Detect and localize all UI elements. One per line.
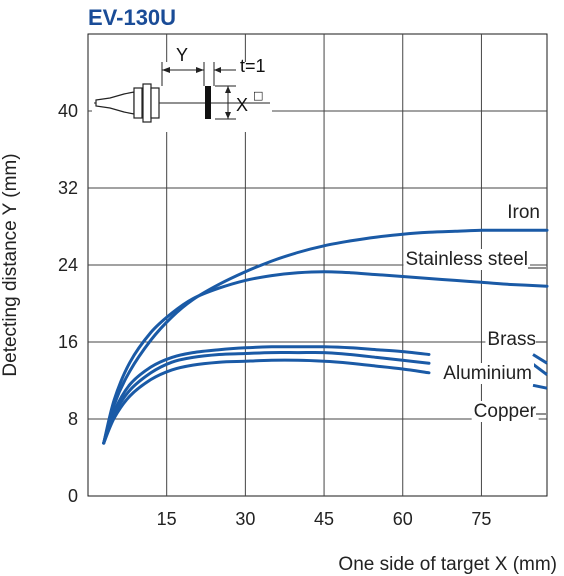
- diagram-square-mark: □: [253, 89, 263, 102]
- sensor-nut-icon: [133, 87, 143, 119]
- series-label-1: Stainless steel: [405, 249, 528, 270]
- x-tick-label: 30: [235, 509, 255, 529]
- series-stub-0: [532, 353, 548, 365]
- diagram-t-label: t=1: [240, 56, 266, 76]
- x-arrow-down-icon: [225, 112, 231, 119]
- x-tick-label: 15: [157, 509, 177, 529]
- target-plate-icon: [205, 86, 211, 119]
- sensor-diagram: Y t=1 X □: [92, 45, 272, 132]
- x-tick-label: 60: [393, 509, 413, 529]
- x-tick-labels: 15 30 45 60 75: [157, 509, 492, 529]
- y-tick-label: 0: [68, 486, 78, 506]
- sensor-head-icon: [150, 87, 160, 119]
- y-tick-label: 32: [58, 178, 78, 198]
- diagram-x-label: X: [236, 95, 248, 115]
- series-line-3: [102, 350, 431, 445]
- series-label-bg-1: [403, 249, 530, 270]
- chart-title: EV-130U: [88, 5, 176, 30]
- series-label-bg-0: [505, 202, 542, 223]
- series-line-0: [102, 228, 549, 445]
- series-stub-1: [532, 362, 548, 376]
- series-label-bg-2: [485, 329, 538, 350]
- y-tick-label: 40: [58, 101, 78, 121]
- x-arrow-up-icon: [225, 86, 231, 93]
- t-arrow-icon: [214, 67, 221, 73]
- y-tick-label: 16: [58, 332, 78, 352]
- series-line-2: [102, 345, 431, 445]
- series-line-1: [102, 270, 549, 445]
- series-label-bg-4: [471, 401, 539, 422]
- x-tick-label: 75: [471, 509, 491, 529]
- series-labels: Iron Stainless steel Brass Aluminium Copper: [403, 202, 546, 422]
- series-lines: [102, 228, 549, 445]
- y-tick-label: 24: [58, 255, 78, 275]
- x-axis-label: One side of target X (mm): [338, 554, 557, 575]
- y-tick-label: 8: [68, 409, 78, 429]
- y-axis-label: Detecting distance Y (mm): [0, 153, 21, 376]
- series-label-0: Iron: [507, 202, 540, 223]
- sensor-body-icon: [142, 83, 152, 123]
- y-arrow-left-icon: [162, 67, 170, 73]
- diagram-y-label: Y: [176, 45, 188, 65]
- series-stub-2: [532, 383, 548, 390]
- series-line-4: [102, 358, 431, 445]
- series-label-4: Copper: [474, 401, 537, 422]
- series-label-2: Brass: [487, 329, 536, 350]
- y-tick-labels: 0 8 16 24 32 40: [58, 101, 78, 506]
- x-tick-label: 45: [314, 509, 334, 529]
- series-label-bg-3: [441, 363, 534, 384]
- series-label-3: Aluminium: [443, 363, 532, 384]
